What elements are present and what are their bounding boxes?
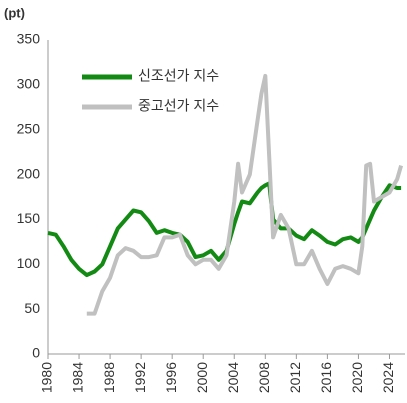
x-tick-label: 1984 xyxy=(70,362,86,393)
x-tick-label: 2020 xyxy=(349,362,365,393)
y-tick-label: 150 xyxy=(17,210,41,226)
y-tick-label: 100 xyxy=(17,255,41,271)
y-tick-label: 200 xyxy=(17,165,41,181)
y-tick-label: 50 xyxy=(24,300,40,316)
x-tick-label: 2008 xyxy=(256,362,272,393)
x-tick-label: 1980 xyxy=(39,362,55,393)
series-line xyxy=(47,181,402,278)
y-tick-label: 0 xyxy=(32,345,40,361)
x-tick-label: 2012 xyxy=(287,362,303,393)
x-tick-label: 2024 xyxy=(380,362,396,393)
y-tick-label: 300 xyxy=(17,76,41,92)
x-tick-label: 2004 xyxy=(225,362,241,393)
legend-label: 중고선가 지수 xyxy=(138,98,219,114)
x-tick-label: 2000 xyxy=(194,362,210,393)
x-tick-label: 2016 xyxy=(318,362,334,393)
legend-label: 신조선가 지수 xyxy=(138,68,219,84)
x-tick-label: 1988 xyxy=(101,362,117,393)
x-tick-label: 1992 xyxy=(132,362,148,393)
x-tick-label: 1996 xyxy=(163,362,179,393)
y-tick-label: 250 xyxy=(17,120,41,136)
y-tick-label: 350 xyxy=(17,31,41,47)
y-axis-label: (pt) xyxy=(4,5,25,20)
series-line xyxy=(86,73,404,316)
